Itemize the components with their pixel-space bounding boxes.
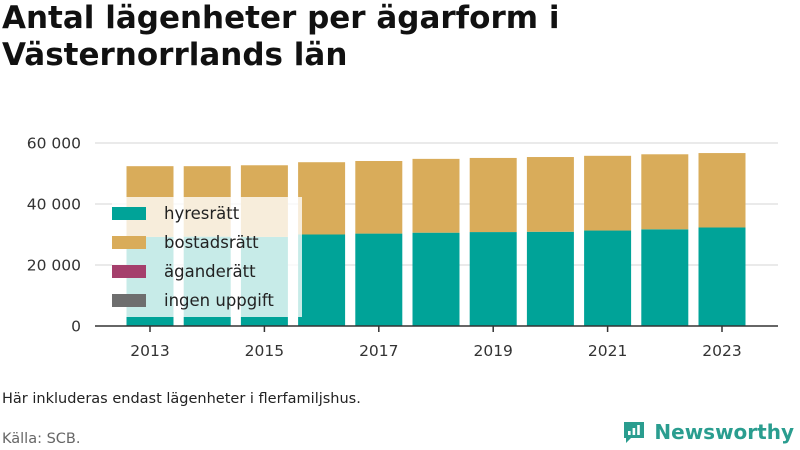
x-tick-label: 2023: [702, 342, 741, 360]
legend-item-hyresratt[interactable]: hyresrätt: [112, 199, 302, 228]
bar-segment-hyresratt[interactable]: [698, 227, 746, 326]
newsworthy-brand[interactable]: Newsworthy: [622, 420, 794, 444]
bar-segment-hyresratt[interactable]: [584, 230, 632, 326]
bar-segment-bostadsratt[interactable]: [412, 158, 460, 233]
axes: 0 20 000 40 000 60 000 2013 2015 2017 2019 2021 2…: [27, 135, 778, 360]
bar-segment-hyresratt[interactable]: [641, 229, 689, 326]
legend-swatch-hyresratt: [112, 207, 146, 220]
source-text: Källa: SCB.: [2, 431, 81, 447]
legend-item-bostadsratt[interactable]: bostadsrätt: [112, 228, 302, 257]
legend: hyresrätt bostadsrätt äganderätt ingen u…: [112, 197, 302, 317]
chart-title: Antal lägenheter per ägarform i Västerno…: [2, 0, 560, 73]
legend-item-aganderatt[interactable]: äganderätt: [112, 257, 302, 286]
bar-segment-hyresratt[interactable]: [469, 232, 517, 326]
bar-segment-bostadsratt[interactable]: [526, 157, 574, 232]
brand-name: Newsworthy: [654, 420, 794, 444]
legend-item-ingen-uppgift[interactable]: ingen uppgift: [112, 286, 302, 315]
x-tick-label: 2017: [359, 342, 398, 360]
newsworthy-logo-icon: [624, 422, 645, 443]
legend-label-ingen-uppgift: ingen uppgift: [164, 291, 274, 310]
legend-swatch-ingen-uppgift: [112, 294, 146, 307]
y-tick-label: 60 000: [27, 135, 81, 153]
bar-segment-hyresratt[interactable]: [355, 233, 403, 326]
bar-segment-bostadsratt[interactable]: [355, 160, 403, 234]
chart-note: Här inkluderas endast lägenheter i flerf…: [2, 391, 361, 407]
legend-swatch-bostadsratt: [112, 236, 146, 249]
legend-label-aganderatt: äganderätt: [164, 262, 256, 281]
y-tick-label: 0: [71, 318, 81, 336]
x-tick-label: 2019: [473, 342, 512, 360]
bar-segment-bostadsratt[interactable]: [469, 157, 517, 233]
x-tick-label: 2015: [245, 342, 284, 360]
x-tick-label: 2021: [588, 342, 627, 360]
legend-label-hyresratt: hyresrätt: [164, 204, 240, 223]
legend-swatch-aganderatt: [112, 265, 146, 278]
bar-segment-hyresratt[interactable]: [412, 232, 460, 326]
bar-segment-hyresratt[interactable]: [298, 234, 346, 327]
bar-segment-bostadsratt[interactable]: [584, 155, 632, 231]
legend-label-bostadsratt: bostadsrätt: [164, 233, 259, 252]
y-tick-label: 40 000: [27, 196, 81, 214]
bar-segment-bostadsratt[interactable]: [641, 154, 689, 230]
bar-segment-bostadsratt[interactable]: [298, 162, 346, 235]
bar-segment-bostadsratt[interactable]: [698, 153, 746, 228]
y-tick-label: 20 000: [27, 257, 81, 275]
bar-segment-hyresratt[interactable]: [526, 231, 574, 326]
x-tick-label: 2013: [130, 342, 169, 360]
